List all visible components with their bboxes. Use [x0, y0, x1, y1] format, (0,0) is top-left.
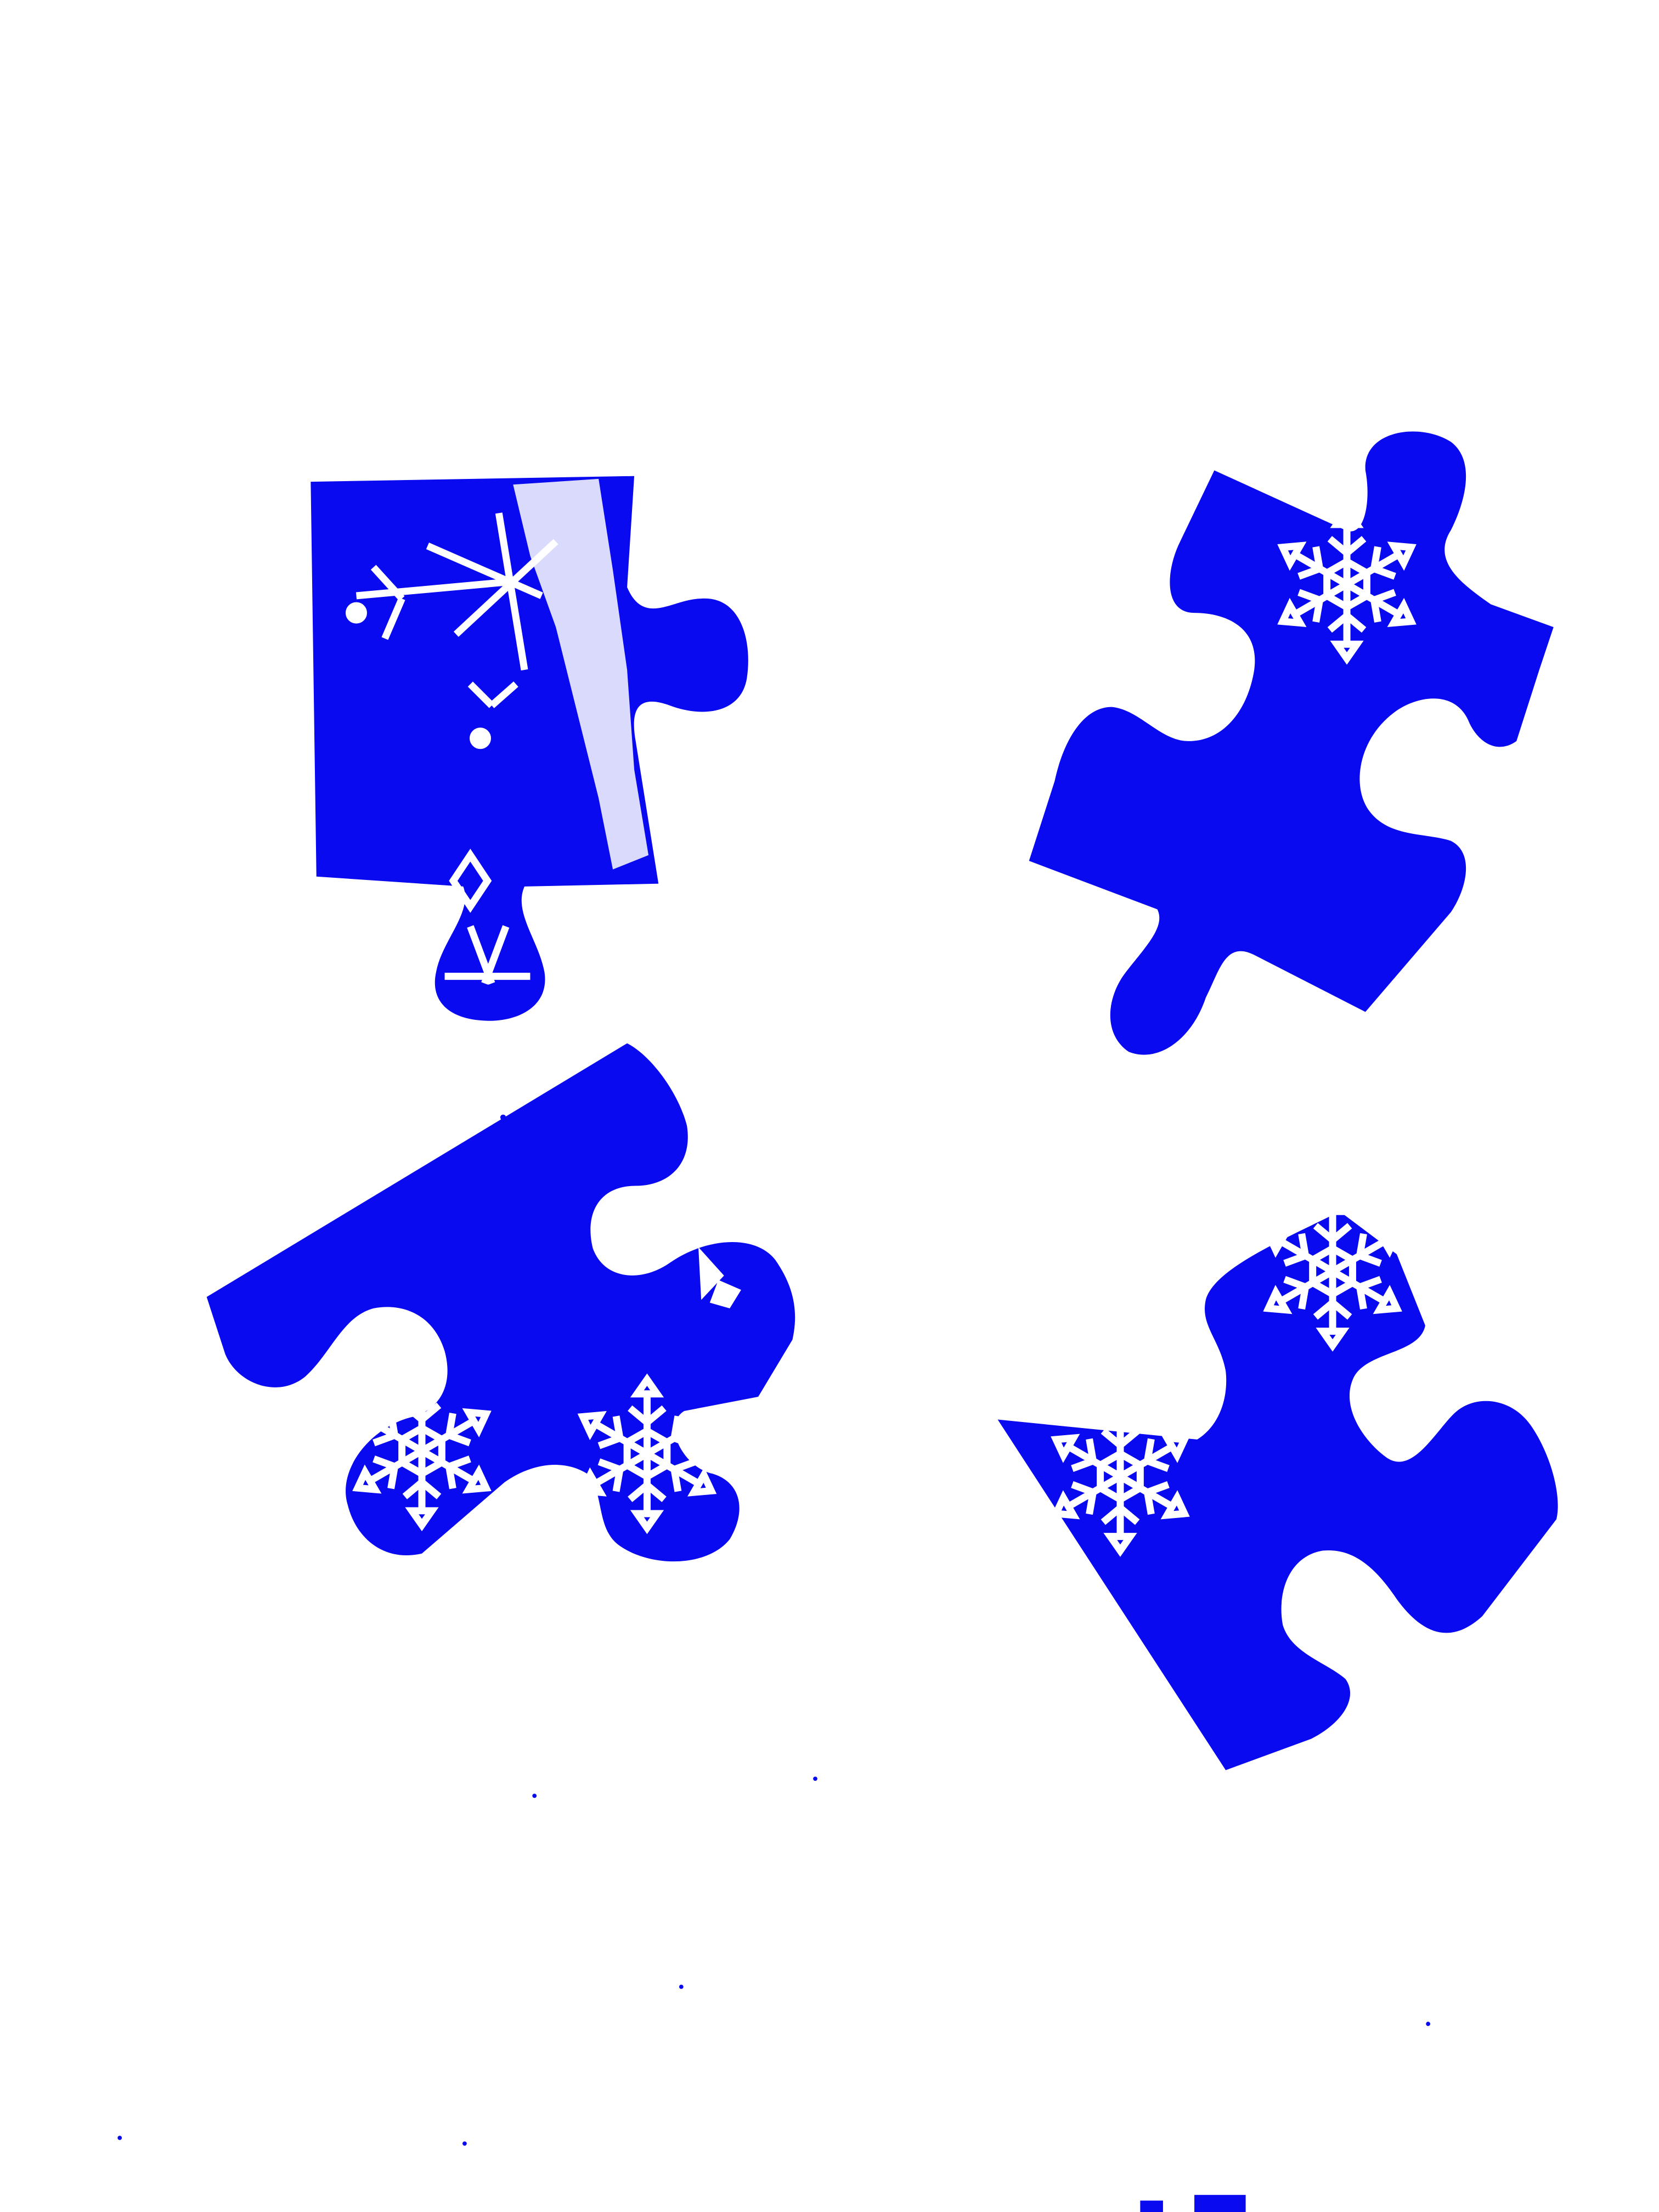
puzzle-piece-bottom-right [997, 1197, 1558, 1770]
snowflake-icon [346, 512, 558, 985]
background-specks [117, 1114, 1431, 2212]
snowflake-pattern [349, 1247, 741, 1528]
puzzle-piece-bottom-left [206, 1043, 795, 1562]
puzzle-piece-top-left [311, 476, 748, 1021]
glare [513, 478, 649, 870]
puzzle-piece-top-right [1029, 431, 1554, 1055]
